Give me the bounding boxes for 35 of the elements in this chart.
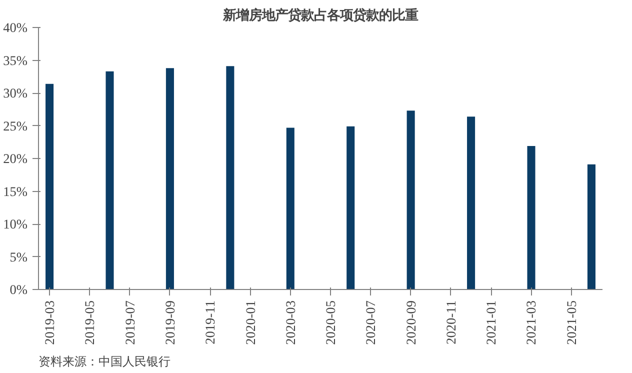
y-tick-label: 20% <box>3 151 28 166</box>
x-tick-label: 2020-01 <box>242 300 258 345</box>
y-tick-label: 35% <box>3 52 28 68</box>
x-tick-label: 2020-03 <box>282 300 298 345</box>
bar <box>286 128 294 290</box>
x-tick-label: 2019-09 <box>162 300 178 345</box>
x-tick-label: 2021-01 <box>484 300 499 345</box>
y-tick-label: 30% <box>3 86 28 100</box>
bar <box>467 116 476 290</box>
bar <box>106 71 114 290</box>
bar <box>346 126 355 290</box>
x-tick-label: 2019-07 <box>122 300 138 345</box>
x-tick-label: 2019-03 <box>42 300 58 345</box>
x-tick-label: 2020-11 <box>443 300 458 344</box>
y-tick-label: 15% <box>3 184 28 199</box>
y-tick-label: 25% <box>3 118 28 134</box>
x-tick-label: 2020-09 <box>403 300 418 345</box>
x-tick-label: 2019-05 <box>82 300 98 345</box>
bar <box>406 110 415 290</box>
chart-title: 新增房地产贷款占各项贷款的比重 <box>222 8 418 22</box>
x-tick-label: 2021-03 <box>524 300 539 345</box>
bar <box>166 68 174 290</box>
text: 资料来源：中国人民银行 <box>38 354 170 368</box>
x-tick-label: 2021-05 <box>564 300 579 345</box>
bar <box>46 84 54 290</box>
bar <box>527 146 536 290</box>
y-tick-label: 5% <box>10 249 28 264</box>
bar <box>226 66 234 290</box>
y-tick-label: 0% <box>10 282 28 297</box>
y-tick-label: 10% <box>3 216 28 232</box>
x-tick-label: 2019-11 <box>202 300 218 344</box>
y-tick-label: 40% <box>3 20 28 35</box>
x-tick-label: 2020-05 <box>323 300 338 345</box>
x-tick-label: 2020-07 <box>363 300 378 345</box>
bar <box>587 164 596 290</box>
